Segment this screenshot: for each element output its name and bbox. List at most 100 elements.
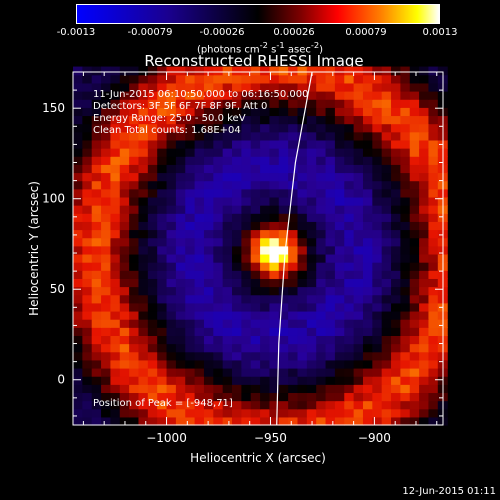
heatmap-pixel bbox=[334, 335, 345, 345]
heatmap-pixel bbox=[203, 392, 214, 402]
heatmap-pixel bbox=[157, 310, 168, 320]
heatmap-pixel bbox=[344, 99, 355, 108]
heatmap-pixel bbox=[119, 213, 130, 222]
heatmap-pixel bbox=[334, 343, 345, 353]
heatmap-pixel bbox=[147, 221, 158, 231]
heatmap-pixel bbox=[334, 237, 345, 247]
heatmap-pixel bbox=[213, 131, 224, 141]
heatmap-pixel bbox=[278, 392, 289, 402]
heatmap-pixel bbox=[428, 294, 439, 304]
heatmap-pixel bbox=[428, 392, 439, 402]
heatmap-pixel bbox=[185, 367, 196, 377]
heatmap-pixel bbox=[101, 335, 112, 345]
heatmap-pixel bbox=[222, 123, 233, 133]
heatmap-pixel bbox=[194, 335, 205, 345]
heatmap-pixel bbox=[278, 302, 289, 312]
heatmap-pixel bbox=[119, 66, 130, 76]
heatmap-pixel bbox=[409, 196, 420, 206]
heatmap-pixel bbox=[269, 229, 280, 239]
heatmap-pixel bbox=[381, 99, 392, 108]
heatmap-pixel bbox=[353, 99, 364, 108]
heatmap-pixel bbox=[409, 253, 420, 263]
heatmap-pixel bbox=[129, 205, 140, 214]
heatmap-pixel bbox=[419, 286, 430, 296]
heatmap-pixel bbox=[241, 245, 252, 255]
heatmap-pixel bbox=[82, 294, 93, 304]
heatmap-pixel bbox=[316, 213, 327, 222]
heatmap-pixel bbox=[260, 367, 271, 377]
heatmap-pixel bbox=[260, 294, 271, 304]
heatmap-pixel bbox=[203, 416, 214, 426]
heatmap-pixel bbox=[194, 310, 205, 320]
heatmap-pixel bbox=[409, 294, 420, 304]
heatmap-pixel bbox=[138, 196, 149, 206]
heatmap-pixel bbox=[138, 107, 149, 117]
heatmap-pixel bbox=[138, 131, 149, 141]
heatmap-pixel bbox=[203, 335, 214, 345]
heatmap-pixel bbox=[147, 367, 158, 377]
heatmap-pixel bbox=[400, 376, 411, 385]
heatmap-pixel bbox=[400, 221, 411, 231]
heatmap-pixel bbox=[316, 99, 327, 108]
heatmap-pixel bbox=[381, 302, 392, 312]
heatmap-pixel bbox=[166, 205, 177, 214]
heatmap-pixel bbox=[316, 139, 327, 149]
heatmap-pixel bbox=[138, 74, 149, 84]
heatmap-pixel bbox=[91, 351, 102, 361]
heatmap-pixel bbox=[110, 196, 121, 206]
heatmap-pixel bbox=[372, 245, 383, 255]
heatmap-pixel bbox=[391, 221, 401, 231]
heatmap-pixel bbox=[278, 188, 289, 198]
x-tick-label: −900 bbox=[358, 431, 391, 445]
heatmap-pixel bbox=[166, 99, 177, 108]
heatmap-pixel bbox=[166, 139, 177, 149]
heatmap-pixel bbox=[372, 229, 383, 239]
heatmap-pixel bbox=[316, 376, 327, 385]
heatmap-pixel bbox=[194, 367, 205, 377]
heatmap-pixel bbox=[222, 115, 233, 125]
heatmap-pixel bbox=[73, 286, 83, 296]
heatmap-pixel bbox=[185, 319, 196, 328]
heatmap-pixel bbox=[185, 156, 196, 165]
heatmap-pixel bbox=[269, 237, 280, 247]
heatmap-pixel bbox=[110, 367, 121, 377]
heatmap-pixel bbox=[400, 74, 411, 84]
heatmap-pixel bbox=[381, 172, 392, 182]
heatmap-pixel bbox=[147, 205, 158, 214]
heatmap-pixel bbox=[334, 286, 345, 296]
y-tick-label: 100 bbox=[42, 192, 65, 206]
heatmap-pixel bbox=[269, 253, 280, 263]
heatmap-pixel bbox=[232, 392, 242, 402]
heatmap-pixel bbox=[316, 310, 327, 320]
heatmap-pixel bbox=[91, 359, 102, 369]
heatmap-pixel bbox=[91, 416, 102, 426]
heatmap-pixel bbox=[194, 156, 205, 165]
heatmap-pixel bbox=[391, 99, 401, 108]
heatmap-pixel bbox=[213, 245, 224, 255]
heatmap-pixel bbox=[316, 164, 327, 174]
heatmap-pixel bbox=[147, 156, 158, 165]
heatmap-pixel bbox=[250, 384, 261, 394]
heatmap-pixel bbox=[175, 286, 186, 296]
heatmap-pixel bbox=[316, 237, 327, 247]
heatmap-pixel bbox=[138, 270, 149, 279]
heatmap-pixel bbox=[334, 180, 345, 190]
heatmap-pixel bbox=[419, 302, 430, 312]
heatmap-pixel bbox=[138, 115, 149, 125]
heatmap-pixel bbox=[101, 286, 112, 296]
heatmap-pixel bbox=[138, 245, 149, 255]
heatmap-pixel bbox=[129, 335, 140, 345]
heatmap-pixel bbox=[185, 253, 196, 263]
heatmap-pixel bbox=[203, 367, 214, 377]
heatmap-pixel bbox=[381, 319, 392, 328]
heatmap-pixel bbox=[316, 91, 327, 100]
heatmap-pixel bbox=[269, 343, 280, 353]
heatmap-pixel bbox=[232, 107, 242, 117]
heatmap-pixel bbox=[222, 319, 233, 328]
heatmap-pixel bbox=[297, 91, 308, 100]
heatmap-pixel bbox=[73, 221, 83, 231]
heatmap-pixel bbox=[344, 416, 355, 426]
heatmap-pixel bbox=[428, 196, 439, 206]
heatmap-pixel bbox=[194, 229, 205, 239]
heatmap-pixel bbox=[278, 286, 289, 296]
